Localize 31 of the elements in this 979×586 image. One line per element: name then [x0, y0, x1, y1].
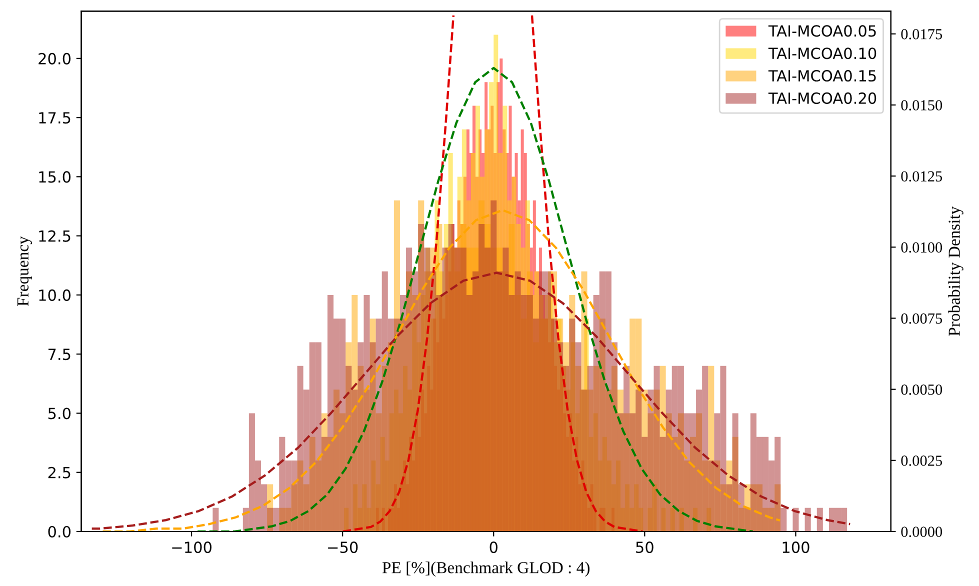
- y-tick-label: 7.5: [48, 348, 70, 360]
- legend-label: TAI-MCOA0.20: [768, 92, 876, 104]
- y-tick-label: 17.5: [39, 112, 70, 124]
- y-tick-label: 20.0: [38, 52, 71, 64]
- x-tick-label: −50: [328, 541, 358, 554]
- y2-tick-label: 0.0150: [901, 100, 942, 110]
- y2-tick-label: 0.0075: [901, 313, 942, 324]
- y-tick-label: 12.5: [39, 230, 70, 242]
- y2-tick-label: 0.0000: [901, 526, 942, 538]
- y2-tick-label: 0.0175: [901, 29, 942, 40]
- x-axis-title: PE [%](Benchmark GLOD : 4): [382, 562, 590, 577]
- x-tick-label: −100: [172, 541, 212, 554]
- y2-tick-label: 0.0125: [901, 171, 942, 182]
- y-axis-title: Frequency: [17, 236, 32, 306]
- y-tick-label: 0.0: [48, 526, 71, 538]
- line-series: [196, 66, 754, 532]
- y2-axis-title: Probability Density: [948, 206, 964, 336]
- legend-label: TAI-MCOA0.05: [768, 25, 876, 37]
- y-tick-label: 15.0: [39, 171, 71, 183]
- x-tick-label: 50: [636, 541, 654, 554]
- legend-label: TAI-MCOA0.10: [768, 48, 876, 60]
- y-tick-label: 2.5: [48, 466, 70, 478]
- y2-tick-label: 0.0050: [901, 384, 942, 395]
- legend-label: TAI-MCOA0.15: [768, 70, 876, 82]
- line-series: [90, 272, 852, 530]
- y2-tick-label: 0.0025: [901, 456, 942, 466]
- y2-tick-label: 0.0100: [901, 242, 942, 253]
- x-tick-label: 100: [782, 541, 810, 554]
- y-tick-label: 5.0: [48, 408, 71, 420]
- x-tick-label: 0: [490, 541, 498, 554]
- y-tick-label: 10.0: [39, 289, 71, 301]
